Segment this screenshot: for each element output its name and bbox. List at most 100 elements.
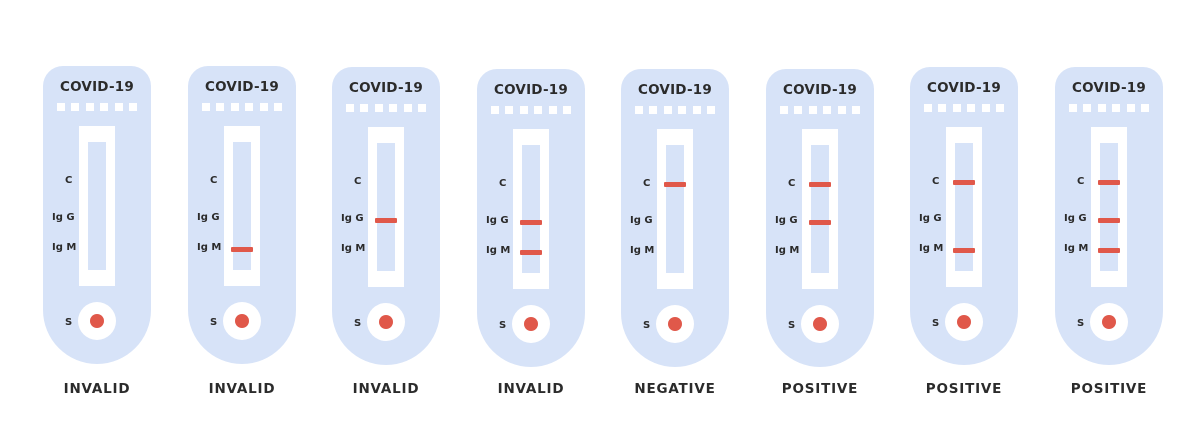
marker-dot (562, 106, 571, 114)
sample-well (223, 302, 261, 340)
test-kit: COVID-19 C Ig G Ig M S (1055, 67, 1163, 365)
marker-dot (505, 106, 514, 114)
sample-label: S (499, 320, 507, 331)
result-window (79, 126, 115, 286)
igm-label: Ig M (1064, 243, 1089, 254)
marker-dot (635, 106, 643, 114)
marker-dot (794, 106, 803, 114)
result-window (802, 129, 838, 289)
sample-drop (668, 317, 682, 331)
marker-dot (85, 103, 94, 111)
sample-drop (524, 317, 538, 331)
marker-dot (678, 106, 687, 114)
control-label: C (499, 178, 507, 189)
c-line (664, 182, 686, 187)
marker-dot (967, 104, 976, 112)
test-kit: COVID-19 C Ig G Ig M S (188, 66, 296, 364)
igm-line (953, 248, 975, 253)
igg-line (1098, 218, 1120, 223)
marker-dot (649, 106, 658, 114)
control-label: C (1077, 176, 1085, 187)
igm-label: Ig M (630, 245, 655, 256)
sample-drop (1102, 315, 1116, 329)
test-strip (520, 145, 542, 273)
marker-dot (374, 104, 383, 112)
marker-dot (1126, 104, 1135, 112)
marker-dots (1069, 104, 1149, 112)
result-label: INVALID (497, 381, 565, 397)
result-label: POSITIVE (1070, 381, 1148, 397)
result-label: POSITIVE (925, 381, 1003, 397)
sample-label: S (788, 320, 796, 331)
c-line (953, 180, 975, 185)
igm-line (231, 247, 253, 252)
marker-dot (548, 106, 557, 114)
test-kit: COVID-19 C Ig G Ig M S (621, 69, 729, 367)
test-kit: COVID-19 C Ig G Ig M S (766, 69, 874, 367)
marker-dot (1083, 104, 1092, 112)
control-label: C (354, 176, 362, 187)
result-window (1091, 127, 1127, 287)
marker-dot (780, 106, 788, 114)
sample-well (78, 302, 116, 340)
igm-label: Ig M (486, 245, 511, 256)
kit-title: COVID-19 (494, 82, 568, 98)
result-label: POSITIVE (781, 381, 859, 397)
igg-label: Ig G (197, 212, 220, 223)
control-label: C (65, 175, 73, 186)
marker-dot (273, 103, 282, 111)
igm-label: Ig M (775, 245, 800, 256)
igg-line (809, 220, 831, 225)
sample-label: S (354, 318, 362, 329)
kit-title: COVID-19 (927, 80, 1001, 96)
sample-well (512, 305, 550, 343)
marker-dot (924, 104, 932, 112)
sample-label: S (932, 318, 940, 329)
igg-label: Ig G (486, 215, 509, 226)
sample-well (1090, 303, 1128, 341)
marker-dots (57, 103, 137, 111)
result-label: NEGATIVE (634, 381, 716, 397)
marker-dot (519, 106, 528, 114)
c-line (1098, 180, 1120, 185)
igg-label: Ig G (341, 213, 364, 224)
marker-dot (100, 103, 109, 111)
test-strip (231, 142, 253, 270)
marker-dot (995, 104, 1004, 112)
marker-dot (1112, 104, 1121, 112)
test-strip (664, 145, 686, 273)
marker-dot (491, 106, 499, 114)
sample-label: S (65, 317, 73, 328)
sample-drop (813, 317, 827, 331)
igm-line (1098, 248, 1120, 253)
marker-dot (706, 106, 715, 114)
kit-title: COVID-19 (349, 80, 423, 96)
marker-dot (837, 106, 846, 114)
kit-title: COVID-19 (1072, 80, 1146, 96)
test-kit: COVID-19 C Ig G Ig M S (910, 67, 1018, 365)
sample-well (801, 305, 839, 343)
result-window (224, 126, 260, 286)
marker-dot (663, 106, 672, 114)
marker-dot (1097, 104, 1106, 112)
sample-drop (379, 315, 393, 329)
igg-label: Ig G (630, 215, 653, 226)
c-line (809, 182, 831, 187)
sample-label: S (1077, 318, 1085, 329)
igm-label: Ig M (197, 242, 222, 253)
marker-dot (952, 104, 961, 112)
marker-dots (780, 106, 860, 114)
marker-dots (491, 106, 571, 114)
marker-dot (808, 106, 817, 114)
sample-label: S (210, 317, 218, 328)
marker-dots (346, 104, 426, 112)
control-label: C (210, 175, 218, 186)
test-strip (809, 145, 831, 273)
marker-dot (259, 103, 268, 111)
marker-dot (403, 104, 412, 112)
igm-label: Ig M (52, 242, 77, 253)
marker-dot (202, 103, 210, 111)
marker-dot (360, 104, 369, 112)
test-strip (375, 143, 397, 271)
result-window (946, 127, 982, 287)
